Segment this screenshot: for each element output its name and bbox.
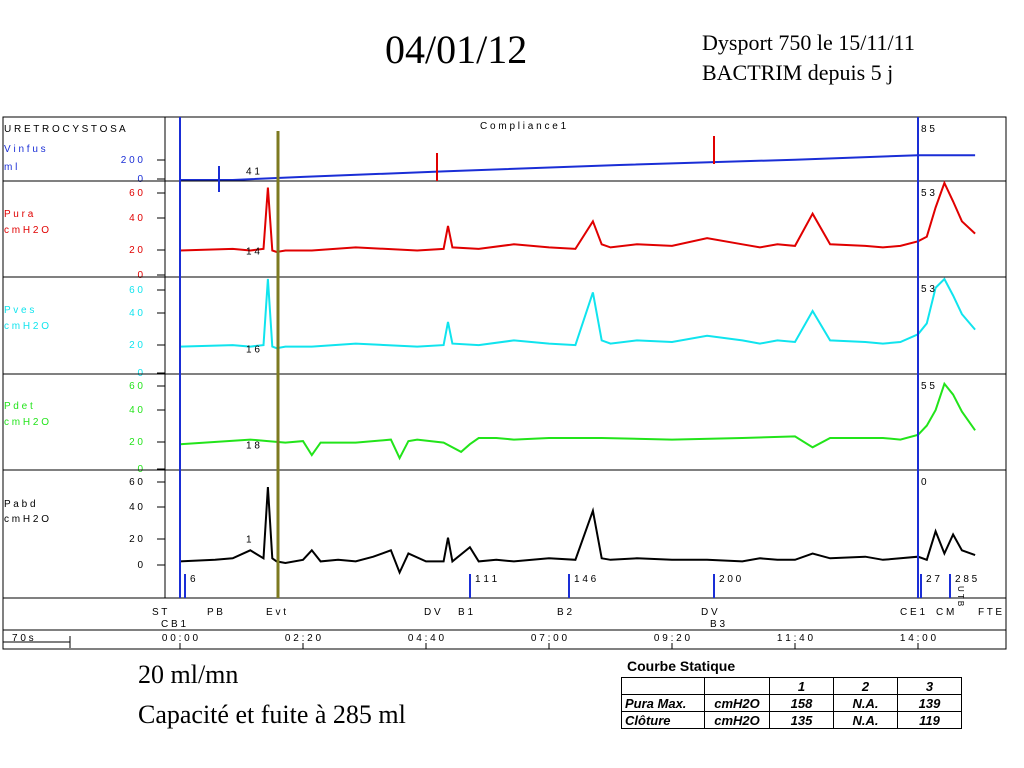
time-tick-label: 0 4 : 4 0 bbox=[408, 633, 445, 644]
event-label: B 2 bbox=[557, 607, 572, 618]
pabd-tick-label: 2 0 bbox=[129, 534, 143, 545]
table-cell bbox=[704, 677, 770, 695]
event-label: P B bbox=[207, 607, 223, 618]
vinfus-label: V i n f u s bbox=[4, 144, 46, 155]
table-cell: 3 bbox=[897, 677, 962, 695]
pura-tick-label: 0 bbox=[137, 270, 143, 281]
pves-tick-label: 6 0 bbox=[129, 285, 143, 296]
event-label: S T bbox=[152, 607, 167, 618]
pves-series-line bbox=[179, 277, 976, 350]
table-cell bbox=[621, 677, 705, 695]
treatment-note: Dysport 750 le 15/11/11 bbox=[702, 30, 915, 55]
infusion-rate-caption: 20 ml/mn bbox=[138, 660, 239, 689]
event-label: E v t bbox=[266, 607, 286, 618]
pura-marker-end: 5 3 bbox=[921, 188, 935, 199]
time-tick-label: 1 1 : 4 0 bbox=[777, 633, 814, 644]
antibiotic-note: BACTRIM depuis 5 j bbox=[702, 60, 894, 85]
table-cell: 135 bbox=[769, 711, 834, 729]
pdet-unit: c m H 2 O bbox=[4, 417, 49, 428]
event-label: C E 1 bbox=[900, 607, 925, 618]
event-sublabel: B 3 bbox=[710, 619, 725, 630]
table-cell: 2 bbox=[833, 677, 898, 695]
pabd-series-line bbox=[179, 486, 976, 576]
table-cell: 119 bbox=[897, 711, 962, 729]
pura-marker-start: 1 4 bbox=[246, 247, 260, 258]
static-table-header: 1 2 3 bbox=[621, 677, 962, 695]
vinfus-marker-end: 8 5 bbox=[921, 124, 935, 135]
pves-tick-label: 2 0 bbox=[129, 340, 143, 351]
pura-tick-label: 2 0 bbox=[129, 245, 143, 256]
pdet-marker-start: 1 8 bbox=[246, 441, 260, 452]
pabd-marker-start: 1 bbox=[246, 534, 252, 545]
event-label: C M bbox=[936, 607, 954, 618]
pves-label: P v e s bbox=[4, 305, 34, 316]
pabd-tick-label: 4 0 bbox=[129, 502, 143, 513]
static-curve-table: 1 2 3 Pura Max. cmH2O 158 N.A. 139 Clôtu… bbox=[621, 677, 962, 729]
pves-marker-start: 1 6 bbox=[246, 345, 260, 356]
time-tick-label: 0 2 : 2 0 bbox=[285, 633, 322, 644]
pura-tick-label: 4 0 bbox=[129, 213, 143, 224]
pves-tick-label: 4 0 bbox=[129, 308, 143, 319]
table-cell: 1 bbox=[769, 677, 834, 695]
event-label: B 1 bbox=[458, 607, 473, 618]
time-scale-label: 7 0 s bbox=[12, 633, 34, 644]
time-tick-label: 1 4 : 0 0 bbox=[900, 633, 937, 644]
vinfus-tick-label: 0 bbox=[137, 174, 143, 185]
table-cell: N.A. bbox=[833, 711, 898, 729]
vinfus-tick-label: 2 0 0 bbox=[121, 155, 144, 166]
pabd-tick-label: 0 bbox=[137, 560, 143, 571]
volume-marker-label: 2 7 bbox=[926, 574, 940, 585]
vinfus-marker-start: 4 1 bbox=[246, 166, 260, 177]
pura-label: P u r a bbox=[4, 209, 34, 220]
static-curve-title: Courbe Statique bbox=[627, 658, 736, 674]
pura-series-line bbox=[179, 180, 976, 254]
pabd-unit: c m H 2 O bbox=[4, 514, 49, 525]
pdet-tick-label: 4 0 bbox=[129, 405, 143, 416]
compliance-label: C o m p l i a n c e 1 bbox=[480, 121, 567, 132]
pdet-series-line bbox=[179, 381, 976, 461]
vinfus-unit: m l bbox=[4, 162, 17, 173]
time-tick-label: 0 0 : 0 0 bbox=[162, 633, 199, 644]
volume-marker-label: 6 bbox=[190, 574, 196, 585]
pves-unit: c m H 2 O bbox=[4, 321, 49, 332]
table-row: Clôture cmH2O 135 N.A. 119 bbox=[621, 711, 962, 729]
pdet-marker-end: 5 5 bbox=[921, 381, 935, 392]
event-label: F T E bbox=[978, 607, 1002, 618]
volume-marker-label: 2 0 0 bbox=[719, 574, 742, 585]
pura-tick-label: 6 0 bbox=[129, 188, 143, 199]
pdet-tick-label: 6 0 bbox=[129, 381, 143, 392]
vertical-marker-label: U T B bbox=[956, 586, 965, 606]
pura-unit: c m H 2 O bbox=[4, 225, 49, 236]
event-label: D V bbox=[424, 607, 441, 618]
capacity-caption: Capacité et fuite à 285 ml bbox=[138, 700, 406, 729]
table-cell: 139 bbox=[897, 694, 962, 712]
time-tick-label: 0 7 : 0 0 bbox=[531, 633, 568, 644]
pdet-label: P d e t bbox=[4, 401, 33, 412]
table-cell: Pura Max. bbox=[621, 694, 705, 712]
table-cell: Clôture bbox=[621, 711, 705, 729]
pabd-marker-end: 0 bbox=[921, 477, 927, 488]
event-label: D V bbox=[701, 607, 718, 618]
pabd-label: P a b d bbox=[4, 499, 36, 510]
table-row: Pura Max. cmH2O 158 N.A. 139 bbox=[621, 694, 962, 712]
volume-marker-label: 1 1 1 bbox=[475, 574, 498, 585]
table-cell: N.A. bbox=[833, 694, 898, 712]
pabd-tick-label: 6 0 bbox=[129, 477, 143, 488]
study-header: U R E T R O C Y S T O S A bbox=[4, 124, 126, 135]
volume-marker-label: 2 8 5 bbox=[955, 574, 978, 585]
pves-marker-end: 5 3 bbox=[921, 284, 935, 295]
table-cell: 158 bbox=[769, 694, 834, 712]
page-title: 04/01/12 bbox=[385, 27, 528, 72]
table-cell: cmH2O bbox=[704, 711, 770, 729]
pdet-tick-label: 2 0 bbox=[129, 437, 143, 448]
time-tick-label: 0 9 : 2 0 bbox=[654, 633, 691, 644]
event-sublabel: C B 1 bbox=[161, 619, 186, 630]
table-cell: cmH2O bbox=[704, 694, 770, 712]
volume-marker-label: 1 4 6 bbox=[574, 574, 597, 585]
chart-frame bbox=[2, 116, 1007, 650]
vinfus-series-line bbox=[180, 154, 976, 181]
